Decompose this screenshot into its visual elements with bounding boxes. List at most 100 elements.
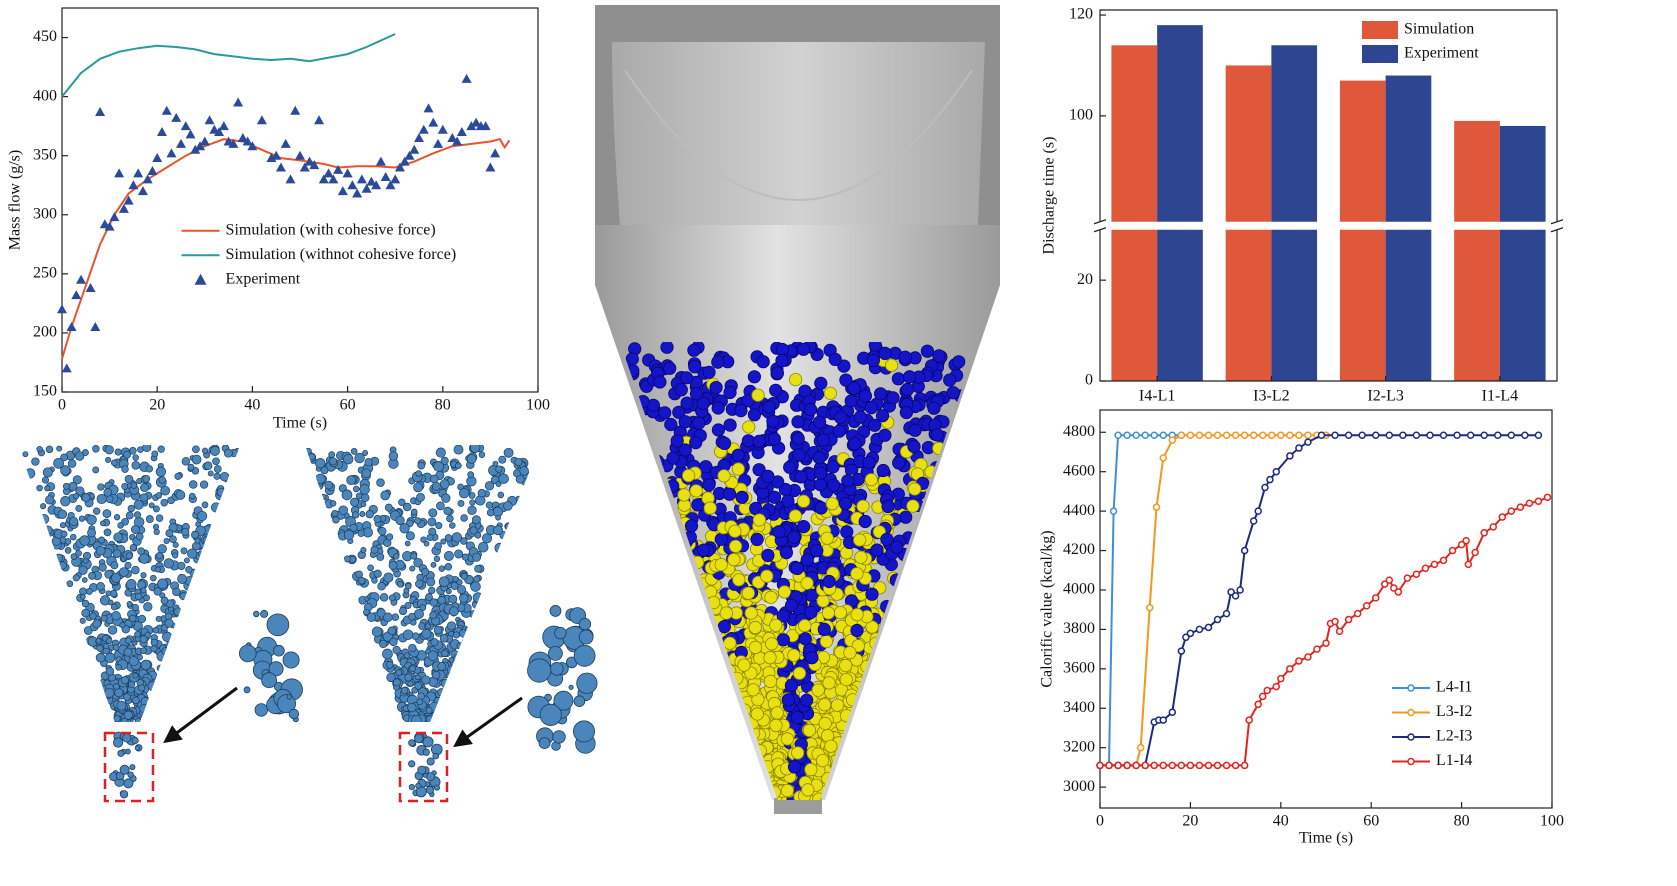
y-tick-label: 4000 — [1063, 581, 1095, 598]
particle — [130, 525, 140, 534]
particle — [824, 739, 838, 753]
particle — [88, 572, 96, 580]
particle — [404, 602, 412, 609]
particle — [864, 401, 878, 415]
x-tick-label: I3-L2 — [1253, 388, 1289, 405]
point-marker — [1136, 743, 1145, 752]
particle — [466, 476, 477, 487]
particle — [134, 630, 141, 638]
point-marker — [1353, 609, 1362, 618]
particle — [568, 684, 574, 690]
y-tick-label: 3200 — [1063, 738, 1095, 755]
point-marker — [233, 97, 244, 107]
particle — [143, 602, 153, 612]
particle — [60, 496, 71, 507]
particle — [361, 468, 371, 478]
particle — [804, 605, 818, 620]
particle — [486, 508, 495, 517]
particle — [82, 557, 89, 564]
point-marker — [1240, 546, 1249, 555]
particle — [770, 706, 784, 720]
arrow — [453, 696, 523, 748]
particle — [414, 733, 424, 744]
particle — [833, 605, 848, 620]
particle — [89, 612, 97, 620]
particle — [376, 552, 385, 561]
point-marker — [1464, 560, 1473, 569]
point-marker — [1399, 431, 1407, 439]
point-marker — [375, 156, 386, 166]
point-marker — [1516, 503, 1525, 511]
particle — [69, 516, 79, 527]
particle — [131, 565, 140, 575]
point-marker — [1335, 627, 1344, 636]
particle — [422, 736, 434, 748]
particle — [466, 454, 477, 464]
particle — [44, 485, 51, 492]
particle — [148, 502, 155, 509]
particle — [179, 592, 188, 601]
point-marker — [1254, 507, 1262, 515]
particle — [403, 652, 411, 659]
point-marker — [76, 274, 87, 284]
y-tick-label: 200 — [33, 324, 57, 341]
particle — [209, 446, 220, 456]
particle — [155, 514, 164, 522]
series-line — [1100, 496, 1548, 767]
particle — [791, 746, 805, 760]
particle — [776, 633, 790, 647]
point-marker — [352, 188, 363, 198]
particle — [404, 673, 413, 682]
point-marker — [109, 212, 120, 222]
particle — [162, 631, 173, 642]
particle — [385, 533, 394, 541]
particle — [119, 567, 129, 577]
particle — [219, 471, 230, 482]
particle — [812, 451, 826, 465]
particle — [360, 501, 367, 508]
particle — [702, 365, 716, 379]
particle — [884, 358, 899, 372]
particle — [433, 714, 441, 721]
particle — [410, 552, 418, 560]
particle — [791, 415, 805, 429]
particle — [103, 643, 110, 650]
point-marker — [199, 136, 210, 146]
particle — [112, 549, 122, 559]
particle — [492, 460, 499, 467]
particle — [428, 586, 436, 595]
particle — [750, 707, 764, 721]
particle — [124, 474, 134, 484]
particle — [386, 661, 394, 669]
particle — [854, 550, 868, 564]
particle — [890, 540, 904, 554]
y-tick-label: 400 — [33, 87, 57, 104]
particle — [400, 686, 409, 695]
point-marker — [1213, 761, 1222, 770]
particle — [402, 502, 412, 512]
particle — [456, 584, 467, 595]
particle — [201, 447, 209, 454]
legend-label: L1-I4 — [1436, 752, 1472, 769]
particle — [122, 733, 132, 743]
particle — [183, 557, 190, 564]
particle — [113, 532, 123, 542]
particle — [833, 410, 848, 424]
particle — [81, 608, 91, 618]
particle — [770, 366, 785, 380]
particle — [145, 515, 154, 524]
particle — [767, 490, 782, 504]
particle — [952, 355, 966, 369]
particle — [157, 544, 167, 554]
particle — [870, 543, 884, 557]
x-tick-label: I4-L1 — [1139, 388, 1175, 405]
particle — [129, 544, 137, 552]
particle — [409, 665, 416, 673]
particle — [821, 606, 836, 620]
particle — [900, 382, 915, 397]
hopper-band — [595, 225, 1000, 285]
point-marker — [1204, 761, 1213, 770]
particle — [663, 361, 677, 375]
point-marker — [1534, 497, 1543, 506]
particle — [379, 593, 389, 602]
